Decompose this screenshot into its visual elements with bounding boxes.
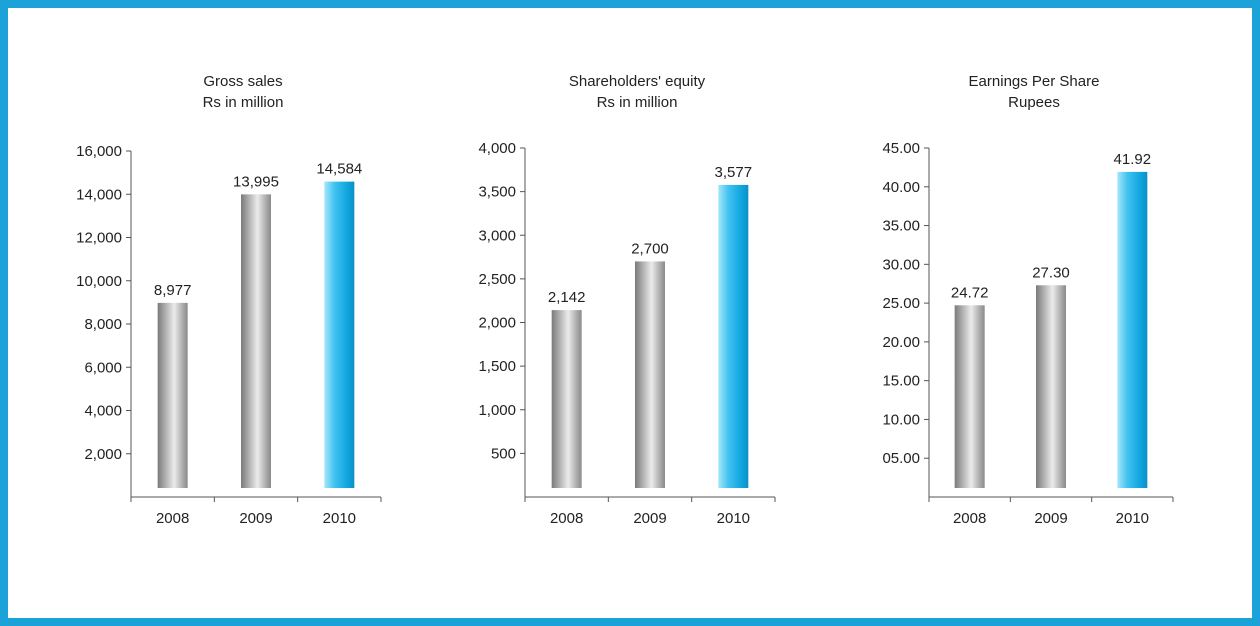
bar-2009 — [635, 261, 665, 488]
y-tick-label: 10,000 — [76, 273, 122, 290]
y-tick-label: 2,000 — [478, 315, 516, 332]
bar-2009 — [241, 194, 271, 488]
data-label: 41.92 — [1114, 151, 1152, 168]
data-label: 3,577 — [715, 164, 753, 181]
data-label: 24.72 — [951, 284, 989, 301]
chart-subtitle: Rs in million — [597, 94, 678, 111]
y-tick-label: 2,000 — [84, 446, 122, 463]
y-tick-label: 25.00 — [882, 295, 920, 312]
x-tick-label: 2010 — [323, 510, 356, 527]
chart-shareholders-equity: Shareholders' equity Rs in million 500 1,… — [478, 73, 776, 527]
y-tick-label: 6,000 — [84, 359, 122, 376]
y-axis: 05.00 10.00 15.00 20.00 25.00 30.00 35.00 40.00… — [882, 140, 930, 497]
y-tick-label: 12,000 — [76, 230, 122, 247]
y-tick-label: 8,000 — [84, 316, 122, 333]
x-axis: 2008 2009 2010 — [928, 496, 1174, 527]
x-tick-label: 2009 — [239, 510, 272, 527]
y-tick-label: 30.00 — [882, 256, 920, 273]
x-tick-label: 2009 — [633, 510, 666, 527]
y-tick-label: 10.00 — [882, 411, 920, 428]
data-label: 27.30 — [1032, 264, 1070, 281]
y-tick-label: 45.00 — [882, 140, 920, 157]
data-label: 8,977 — [154, 282, 192, 299]
chart-gross-sales: Gross sales Rs in million 2,000 4,000 6,00… — [76, 73, 382, 527]
y-tick-label: 4,000 — [84, 403, 122, 420]
data-label: 14,584 — [316, 161, 362, 178]
x-axis: 2008 2009 2010 — [130, 496, 382, 527]
x-axis: 2008 2009 2010 — [524, 496, 776, 527]
data-label: 13,995 — [233, 173, 279, 190]
bars: 24.72 27.30 41.92 — [951, 151, 1151, 488]
x-tick-label: 2008 — [156, 510, 189, 527]
chart-subtitle: Rs in million — [203, 94, 284, 111]
data-label: 2,700 — [631, 240, 669, 257]
y-tick-label: 4,000 — [478, 140, 516, 157]
bar-2010 — [324, 181, 355, 488]
y-tick-label: 3,500 — [478, 184, 516, 201]
chart-title: Earnings Per Share — [969, 73, 1100, 90]
y-tick-label: 20.00 — [882, 334, 920, 351]
y-axis: 2,000 4,000 6,000 8,000 10,000 12,000 14,000 16… — [76, 143, 132, 497]
x-tick-label: 2009 — [1034, 510, 1067, 527]
y-tick-label: 2,500 — [478, 271, 516, 288]
bars: 2,142 2,700 3,577 — [548, 164, 753, 489]
y-tick-label: 15.00 — [882, 373, 920, 390]
y-tick-label: 14,000 — [76, 186, 122, 203]
y-tick-label: 500 — [491, 445, 516, 462]
x-tick-label: 2010 — [1116, 510, 1149, 527]
y-tick-label: 35.00 — [882, 218, 920, 235]
data-label: 2,142 — [548, 289, 586, 306]
bar-2009 — [1036, 285, 1066, 488]
x-tick-label: 2008 — [953, 510, 986, 527]
bar-2008 — [954, 305, 985, 488]
bar-2008 — [551, 310, 582, 488]
y-tick-label: 40.00 — [882, 179, 920, 196]
y-tick-label: 16,000 — [76, 143, 122, 160]
bar-2010 — [1117, 171, 1148, 488]
chart-subtitle: Rupees — [1008, 94, 1060, 111]
chart-earnings-per-share: Earnings Per Share Rupees 05.00 10.00 15.0… — [882, 73, 1174, 527]
y-tick-label: 05.00 — [882, 450, 920, 467]
y-tick-label: 1,500 — [478, 358, 516, 375]
y-tick-label: 3,000 — [478, 227, 516, 244]
x-tick-label: 2008 — [550, 510, 583, 527]
bar-2008 — [157, 302, 188, 488]
bars: 8,977 13,995 14,584 — [154, 161, 362, 488]
y-axis: 500 1,000 1,500 2,000 2,500 3,000 3,500 4,000 — [478, 140, 526, 497]
chart-title: Gross sales — [203, 73, 282, 90]
y-tick-label: 1,000 — [478, 402, 516, 419]
chart-title: Shareholders' equity — [569, 73, 706, 90]
x-tick-label: 2010 — [717, 510, 750, 527]
bar-2010 — [718, 184, 749, 489]
